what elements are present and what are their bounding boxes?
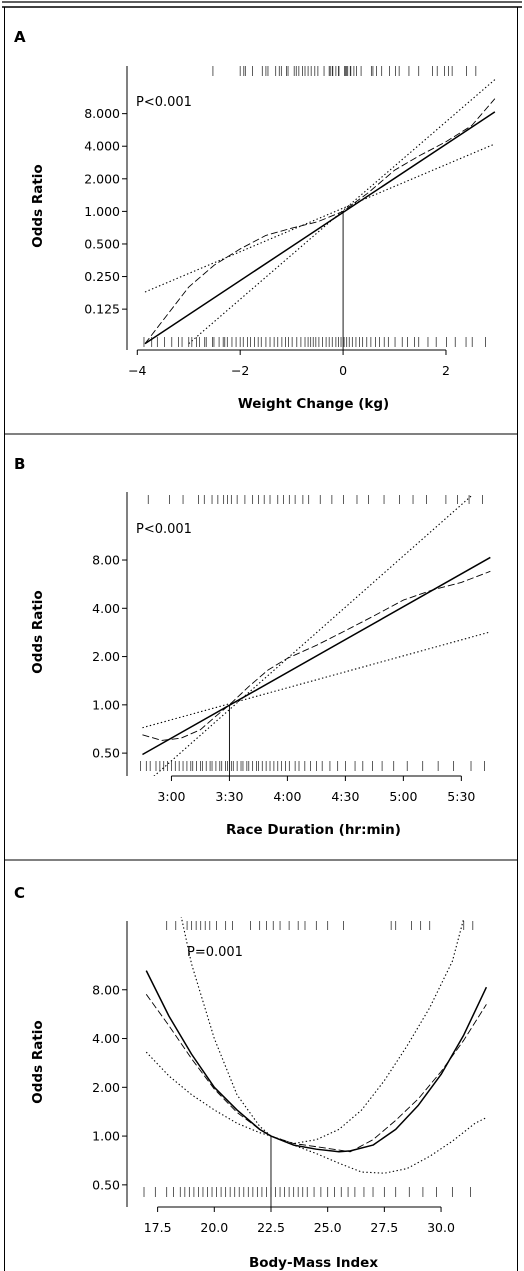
x-tick-label: 20.0 <box>200 1220 228 1235</box>
panel-c-letter: C <box>14 884 25 902</box>
x-axis-title: Body-Mass Index <box>249 1255 378 1271</box>
panel-a-chart: 0.125 0.250 0.500 1.000 2.000 4.000 8.000 −4 −2 0… <box>30 66 496 412</box>
y-tick-label: 4.000 <box>84 139 120 154</box>
y-tick-label: 4.00 <box>92 1031 120 1046</box>
panel-b-frame <box>4 433 518 861</box>
solid-curve <box>142 556 491 756</box>
y-tick-label: 0.50 <box>92 1177 120 1192</box>
dotted-curve <box>142 631 491 729</box>
x-tick-label: 4:30 <box>331 789 359 804</box>
y-tick-label: 0.50 <box>92 746 120 761</box>
curves-group <box>142 495 491 776</box>
curves-group <box>144 79 496 345</box>
y-tick-label: 4.00 <box>92 601 120 616</box>
y-tick-label: 0.125 <box>84 302 120 317</box>
y-tick-label: 1.00 <box>92 697 120 712</box>
x-tick-label: 5:30 <box>447 789 475 804</box>
y-tick-label: 1.000 <box>84 204 120 219</box>
p-value-label: P<0.001 <box>136 95 192 110</box>
y-tick-label: 8.00 <box>92 553 120 568</box>
y-axis-title: Odds Ratio <box>30 1020 46 1103</box>
dotted-curve <box>145 1051 487 1174</box>
x-tick-label: 30.0 <box>427 1220 455 1235</box>
x-tick-label: 27.5 <box>370 1220 398 1235</box>
panel-b-letter: B <box>14 455 25 473</box>
solid-curve <box>144 111 496 345</box>
y-tick-label: 2.000 <box>84 171 120 186</box>
x-tick-label: 17.5 <box>144 1220 172 1235</box>
p-value-label: P=0.001 <box>187 945 243 960</box>
dashed-curve <box>142 570 491 741</box>
y-tick-label: 2.00 <box>92 649 120 664</box>
y-tick-label: 2.00 <box>92 1080 120 1095</box>
panel-a-frame <box>4 6 518 435</box>
x-tick-label: 22.5 <box>257 1220 285 1235</box>
y-tick-label: 0.500 <box>84 236 120 251</box>
y-axis-title: Odds Ratio <box>30 164 46 247</box>
y-tick-label: 8.000 <box>84 106 120 121</box>
x-tick-label: −4 <box>128 363 146 378</box>
curves-group <box>145 917 488 1174</box>
x-tick-label: −2 <box>231 363 249 378</box>
x-tick-label: 3:00 <box>157 789 185 804</box>
x-tick-label: 4:00 <box>273 789 301 804</box>
y-axis-title: Odds Ratio <box>30 590 46 673</box>
dashed-curve <box>144 98 496 344</box>
p-value-label: P<0.001 <box>136 522 192 537</box>
dotted-curve <box>144 143 496 293</box>
y-tick-label: 8.00 <box>92 982 120 997</box>
panel-b-chart: 0.50 1.00 2.00 4.00 8.00 3:00 3:30 4:00 4:30 5:00… <box>30 492 491 838</box>
x-tick-label: 3:30 <box>215 789 243 804</box>
x-axis-title: Weight Change (kg) <box>238 396 389 412</box>
y-tick-label: 0.250 <box>84 269 120 284</box>
panel-c-chart: 0.50 1.00 2.00 4.00 8.00 17.5 20.0 22.5 25.0 27.5… <box>30 917 488 1271</box>
x-tick-label: 25.0 <box>314 1220 342 1235</box>
x-tick-label: 0 <box>339 363 347 378</box>
solid-curve <box>145 970 488 1153</box>
panel-c-frame <box>4 859 518 1271</box>
panel-a-letter: A <box>14 28 26 46</box>
x-axis-title: Race Duration (hr:min) <box>226 822 401 838</box>
x-tick-label: 2 <box>442 363 450 378</box>
x-tick-label: 5:00 <box>389 789 417 804</box>
dashed-curve <box>145 994 487 1153</box>
dotted-curve <box>188 79 496 345</box>
dotted-curve <box>153 495 472 776</box>
y-tick-label: 1.00 <box>92 1129 120 1144</box>
